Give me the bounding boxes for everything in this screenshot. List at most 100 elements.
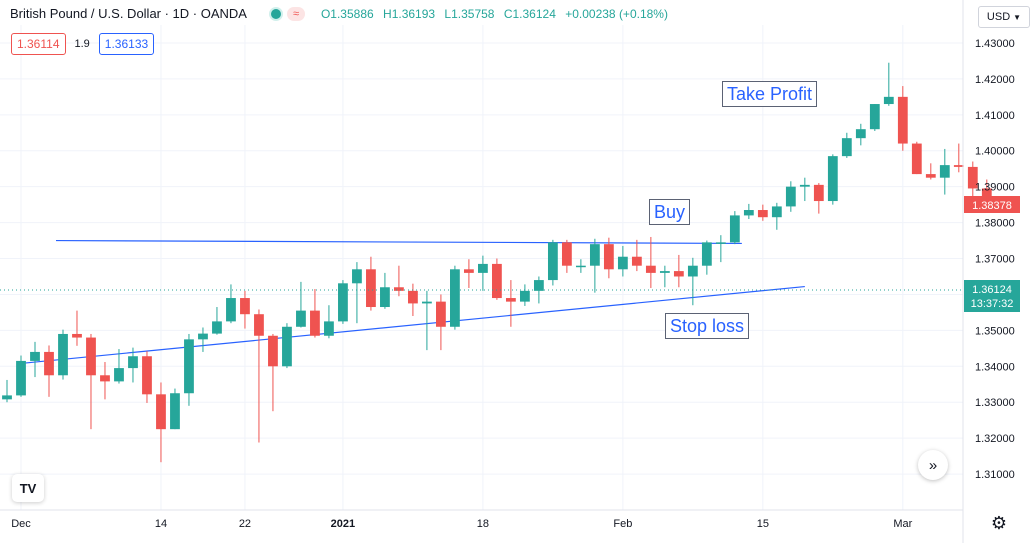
y-tick-label: 1.37000: [975, 254, 1015, 266]
candle-body: [883, 96, 894, 105]
candle-body: [547, 242, 558, 281]
low-value: L1.35758: [444, 6, 495, 21]
x-tick-label: 14: [155, 518, 167, 530]
chevron-down-icon: ▼: [1013, 12, 1022, 22]
waves-icon[interactable]: ≈: [286, 6, 305, 21]
candle-body: [324, 321, 334, 336]
candle-body: [617, 256, 628, 270]
candle-body: [505, 298, 516, 302]
candle-body: [72, 333, 82, 338]
candle-body: [827, 156, 838, 202]
candle-body: [2, 395, 12, 400]
close-value: C1.36124: [503, 6, 556, 21]
axes: [0, 0, 964, 543]
candle-body: [687, 265, 698, 277]
candle-body: [226, 298, 236, 322]
red-price-text: 1.38378: [972, 200, 1012, 212]
candle-body: [925, 174, 936, 178]
candle-body: [533, 280, 544, 291]
x-tick-label: Dec: [11, 518, 31, 530]
candle-body: [44, 351, 54, 376]
x-tick-label: 2021: [331, 518, 355, 530]
last-price-text: 1.36124: [972, 284, 1012, 296]
candle-body: [897, 96, 908, 144]
y-tick-label: 1.43000: [975, 38, 1015, 50]
candle-body: [436, 301, 446, 327]
candle-body: [715, 242, 726, 244]
y-tick-label: 1.40000: [975, 146, 1015, 158]
open-value: O1.35886: [320, 6, 374, 21]
candle-body: [282, 326, 292, 367]
x-tick-label: 15: [757, 518, 769, 530]
candle-body: [394, 287, 404, 291]
candle-body: [659, 271, 670, 273]
y-tick-label: 1.32000: [975, 433, 1015, 445]
high-value: H1.36193: [383, 6, 436, 21]
candle-body: [911, 143, 922, 175]
candle-body: [785, 186, 796, 207]
x-axis-ticks[interactable]: Dec 14 22 2021 18 Feb 15 Mar: [11, 518, 912, 530]
buy-button[interactable]: 1.36133: [98, 33, 155, 55]
candle-body: [170, 393, 180, 430]
candle-body: [645, 265, 656, 273]
candle-body: [771, 206, 782, 218]
candle-body: [799, 184, 810, 187]
candle-body: [561, 242, 572, 266]
stop-loss-label[interactable]: Stop loss: [665, 313, 750, 339]
candle-body: [757, 210, 768, 218]
trendlines[interactable]: [20, 239, 805, 365]
candle-body: [729, 215, 740, 243]
candle-body: [58, 333, 68, 376]
y-tick-label: 1.35000: [975, 325, 1015, 337]
trendline: [20, 285, 805, 365]
chart-header: British Pound / U.S. Dollar · 1D · OANDA…: [10, 6, 674, 21]
candle-body: [212, 321, 222, 334]
candle-body: [142, 356, 152, 395]
countdown-text: 13:37:32: [971, 298, 1014, 310]
market-status-icon[interactable]: [268, 6, 283, 21]
candle-body: [296, 310, 306, 327]
x-tick-label: Mar: [893, 518, 912, 530]
candle-body: [268, 335, 278, 367]
candle-body: [869, 104, 880, 130]
candle-body: [86, 337, 96, 376]
candle-body: [743, 210, 754, 216]
candle-body: [967, 166, 978, 189]
candle-body: [519, 290, 530, 302]
price-tags: 1.38378 1.36124 13:37:32: [964, 196, 1020, 312]
candle-body: [491, 263, 502, 299]
candle-body: [380, 287, 390, 308]
candle-body: [254, 314, 264, 336]
spread-value: 1.9: [74, 38, 90, 50]
candle-body: [338, 283, 348, 322]
candle-body: [156, 394, 166, 430]
currency-label: USD: [986, 11, 1011, 23]
sell-button[interactable]: 1.36114: [11, 33, 66, 55]
candle-body: [30, 351, 40, 361]
candle-body: [478, 263, 488, 273]
ohlc-values: O1.35886 H1.36193 L1.35758 C1.36124 +0.0…: [321, 7, 674, 21]
double-chevron-right-icon[interactable]: »: [918, 450, 948, 480]
candle-body: [422, 301, 432, 304]
y-tick-label: 1.34000: [975, 361, 1015, 373]
candle-body: [16, 360, 26, 396]
y-tick-label: 1.38000: [975, 218, 1015, 230]
candle-body: [603, 244, 614, 270]
y-tick-label: 1.41000: [975, 110, 1015, 122]
take-profit-label[interactable]: Take Profit: [722, 81, 818, 107]
candle-body: [128, 356, 138, 369]
currency-select[interactable]: USD ▼: [978, 6, 1030, 28]
y-axis-ticks[interactable]: 1.43000 1.42000 1.41000 1.40000 1.39000 1.380…: [975, 38, 1015, 481]
candles[interactable]: [2, 62, 992, 463]
y-tick-label: 1.42000: [975, 74, 1015, 86]
x-tick-label: Feb: [613, 518, 632, 530]
candle-body: [855, 129, 866, 139]
symbol-title[interactable]: British Pound / U.S. Dollar · 1D · OANDA: [10, 6, 247, 21]
gear-icon[interactable]: ⚙: [990, 513, 1008, 533]
candle-body: [100, 375, 110, 382]
buy-label[interactable]: Buy: [649, 199, 691, 225]
candle-body: [631, 256, 642, 266]
tradingview-logo-icon[interactable]: TV: [12, 474, 44, 502]
x-tick-label: 18: [477, 518, 489, 530]
